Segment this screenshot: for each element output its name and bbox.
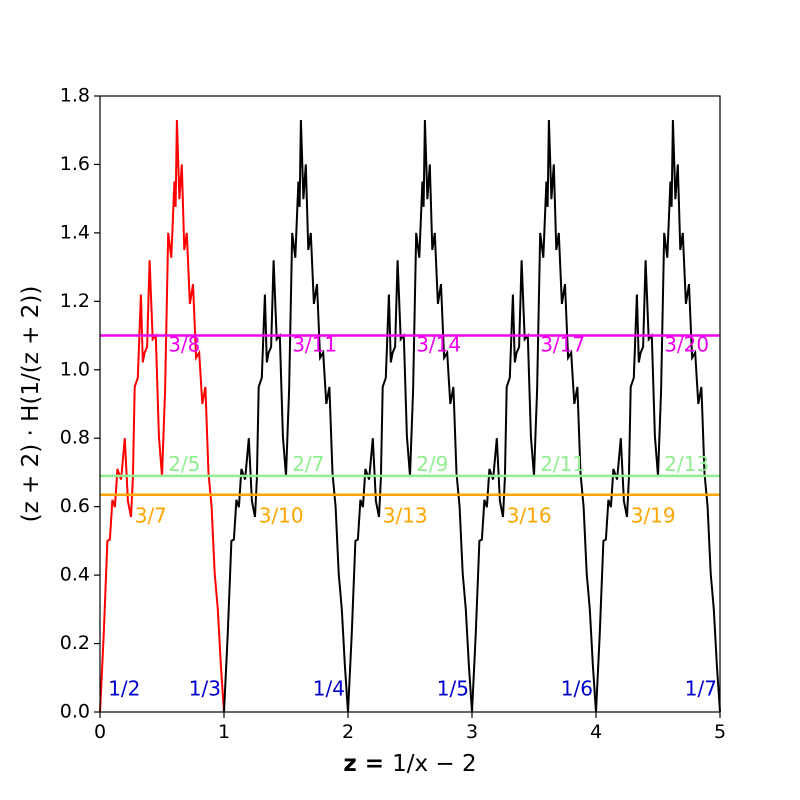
x-axis-label-prefix: z = [343,751,392,777]
plot-frame [99,95,721,713]
x-axis-ticks: 0 1 2 3 4 5 [94,712,726,743]
hline-label: 2/7 [292,452,324,476]
bottom-fraction-label: 1/6 [561,677,593,701]
bottom-fraction-label: 1/7 [685,677,717,701]
hline-label: 3/16 [507,503,552,527]
y-tick-label: 0.2 [60,632,90,654]
hline-label: 2/9 [416,452,448,476]
bottom-fraction-label: 1/4 [313,677,345,701]
y-tick-label: 1.4 [60,221,90,243]
y-axis-ticks: 0.0 0.2 0.4 0.6 0.8 1.0 1.2 1.4 1.6 1.8 [60,85,100,723]
y-tick-label: 1.2 [60,290,90,312]
hline-label: 2/5 [168,452,200,476]
y-tick-label: 1.0 [60,358,90,380]
y-axis-label: (z + 2) · H(1/(z + 2)) [18,286,44,523]
y-axis-label-text: (z + 2) · H(1/(z + 2)) [18,286,44,523]
y-tick-label: 0.6 [60,495,90,517]
hline-label: 3/11 [292,332,337,356]
x-axis-label-expr: 1/x − 2 [392,751,477,777]
bottom-fraction-label: 1/5 [437,677,469,701]
x-tick-label: 4 [590,721,602,743]
y-tick-label: 1.8 [60,85,90,107]
x-axis-label: z = 1/x − 2 [343,751,476,777]
y-tick-label: 1.6 [60,153,90,175]
x-tick-label: 1 [218,721,230,743]
x-tick-label: 2 [342,721,354,743]
hline-label: 3/20 [664,332,709,356]
hline-label: 3/10 [259,503,304,527]
hline-label: 3/13 [383,503,428,527]
x-tick-label: 3 [466,721,478,743]
hline-label: 3/14 [416,332,461,356]
x-tick-label: 5 [714,721,726,743]
hline-label: 3/8 [168,332,200,356]
bottom-fraction-label: 1/3 [189,677,221,701]
annotations-group: 3/8 3/11 3/14 3/17 3/20 2/5 2/7 2/9 2/11 2/13 3/7 3… [108,332,717,700]
y-tick-label: 0.4 [60,564,90,586]
hline-label: 3/7 [135,503,167,527]
y-tick-label: 0.8 [60,427,90,449]
horizontal-lines-group [100,334,720,496]
hline-label: 3/17 [540,332,585,356]
y-tick-label: 0.0 [60,701,90,723]
bottom-fraction-label: 1/2 [108,677,140,701]
x-tick-label: 0 [94,721,106,743]
hline-label: 2/11 [540,452,585,476]
hline-label: 3/19 [631,503,676,527]
hline-label: 2/13 [664,452,709,476]
